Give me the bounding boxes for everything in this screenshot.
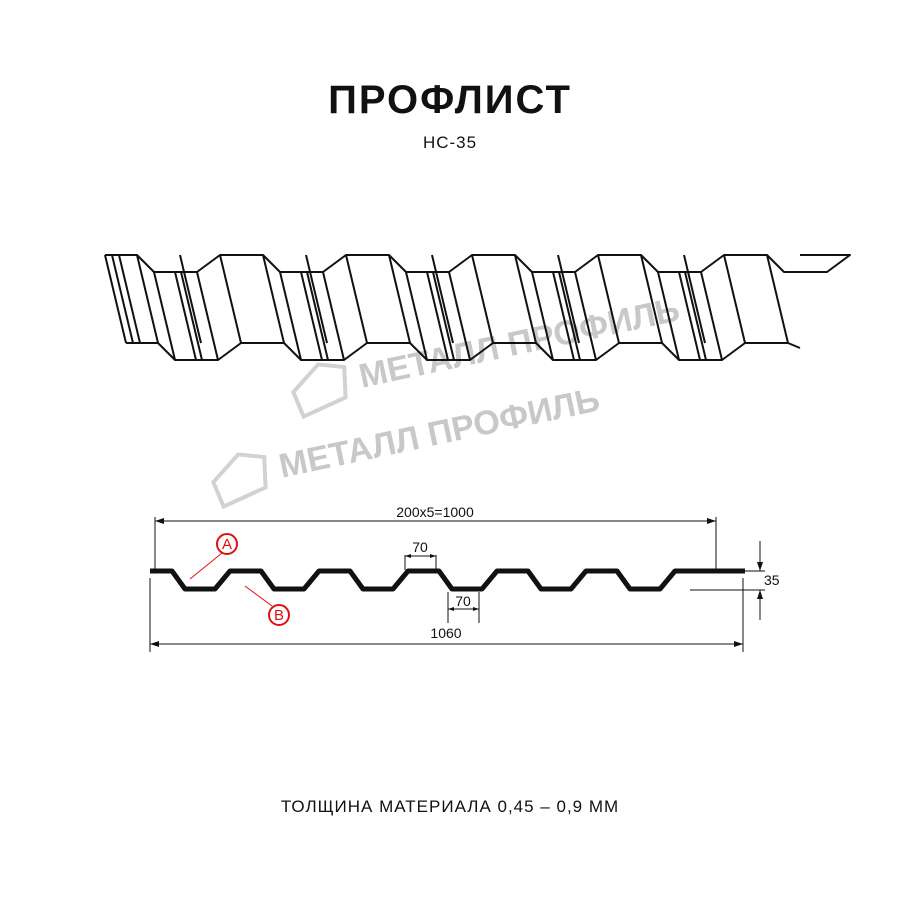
dim-full-width: 1060	[430, 625, 461, 641]
sheet-fold-line	[405, 271, 428, 361]
sheet-fold-line	[136, 254, 159, 344]
sheet-fold-line	[196, 271, 219, 361]
sheet-fold-line	[153, 271, 176, 361]
sheet-fold-line	[574, 271, 597, 361]
sheet-rib-line	[300, 271, 323, 361]
sheet-edge-line	[111, 254, 134, 344]
dim-top-shelf: 70	[412, 539, 428, 555]
sheet-fold-line	[657, 271, 680, 361]
sheet-fold-line	[219, 254, 242, 344]
svg-text:B: B	[274, 607, 284, 624]
sheet-fold-line	[723, 254, 746, 344]
sheet-fold-line	[322, 271, 345, 361]
sheet-rib-line	[432, 271, 455, 361]
sheet-rib-line	[558, 271, 581, 361]
sheet-fold-line	[597, 254, 620, 344]
page-subtitle: НС-35	[422, 133, 478, 152]
sheet-rib-line	[683, 254, 706, 344]
profile-section-line	[150, 568, 745, 592]
watermark-text: МЕТАЛЛ ПРОФИЛЬ	[276, 381, 603, 486]
cross-section: 200x5=1000 70 70 35 1060 A B	[149, 504, 780, 652]
sheet-rib-line	[431, 254, 454, 344]
sheet-rib-line	[684, 271, 707, 361]
sheet-fold-line	[514, 254, 537, 344]
sheet-rib-line	[426, 271, 449, 361]
marker-b: B	[244, 585, 290, 626]
sheet-rib-line	[174, 271, 197, 361]
sheet-rib-line	[179, 254, 202, 344]
sheet-fold-line	[279, 271, 302, 361]
dim-bottom-shelf: 70	[455, 593, 471, 609]
svg-text:A: A	[222, 536, 232, 553]
sheet-rib-line	[180, 271, 203, 361]
dim-height: 35	[764, 572, 780, 588]
sheet-fold-line	[766, 254, 789, 344]
sheet-rib-line	[305, 254, 328, 344]
material-thickness-note: ТОЛЩИНА МАТЕРИАЛА 0,45 – 0,9 ММ	[280, 797, 620, 816]
dimension-arrows	[150, 518, 763, 647]
dimension-lines	[149, 517, 765, 652]
sheet-top-edge	[105, 254, 851, 273]
page-title: ПРОФЛИСТ	[328, 78, 572, 122]
sheet-fold-line	[531, 271, 554, 361]
sheet-rib-line	[552, 271, 575, 361]
sheet-fold-line	[262, 254, 285, 344]
sheet-edge-line	[118, 254, 141, 344]
sheet-rib-line	[678, 271, 701, 361]
sheet-3d-view	[104, 254, 851, 361]
sheet-fold-line	[640, 254, 663, 344]
sheet-fold-line	[104, 254, 127, 344]
sheet-rib-line	[306, 271, 329, 361]
sheet-rib-line	[557, 254, 580, 344]
dim-pitch-total: 200x5=1000	[396, 504, 474, 520]
sheet-fold-line	[700, 271, 723, 361]
watermark-logo-upper: МЕТАЛЛ ПРОФИЛЬ	[291, 291, 683, 420]
marker-a: A	[189, 533, 238, 580]
sheet-fold-line	[345, 254, 368, 344]
watermark-logo-lower: МЕТАЛЛ ПРОФИЛЬ	[211, 381, 603, 510]
sheet-fold-line	[448, 271, 471, 361]
sheet-fold-line	[471, 254, 494, 344]
sheet-fold-line	[388, 254, 411, 344]
